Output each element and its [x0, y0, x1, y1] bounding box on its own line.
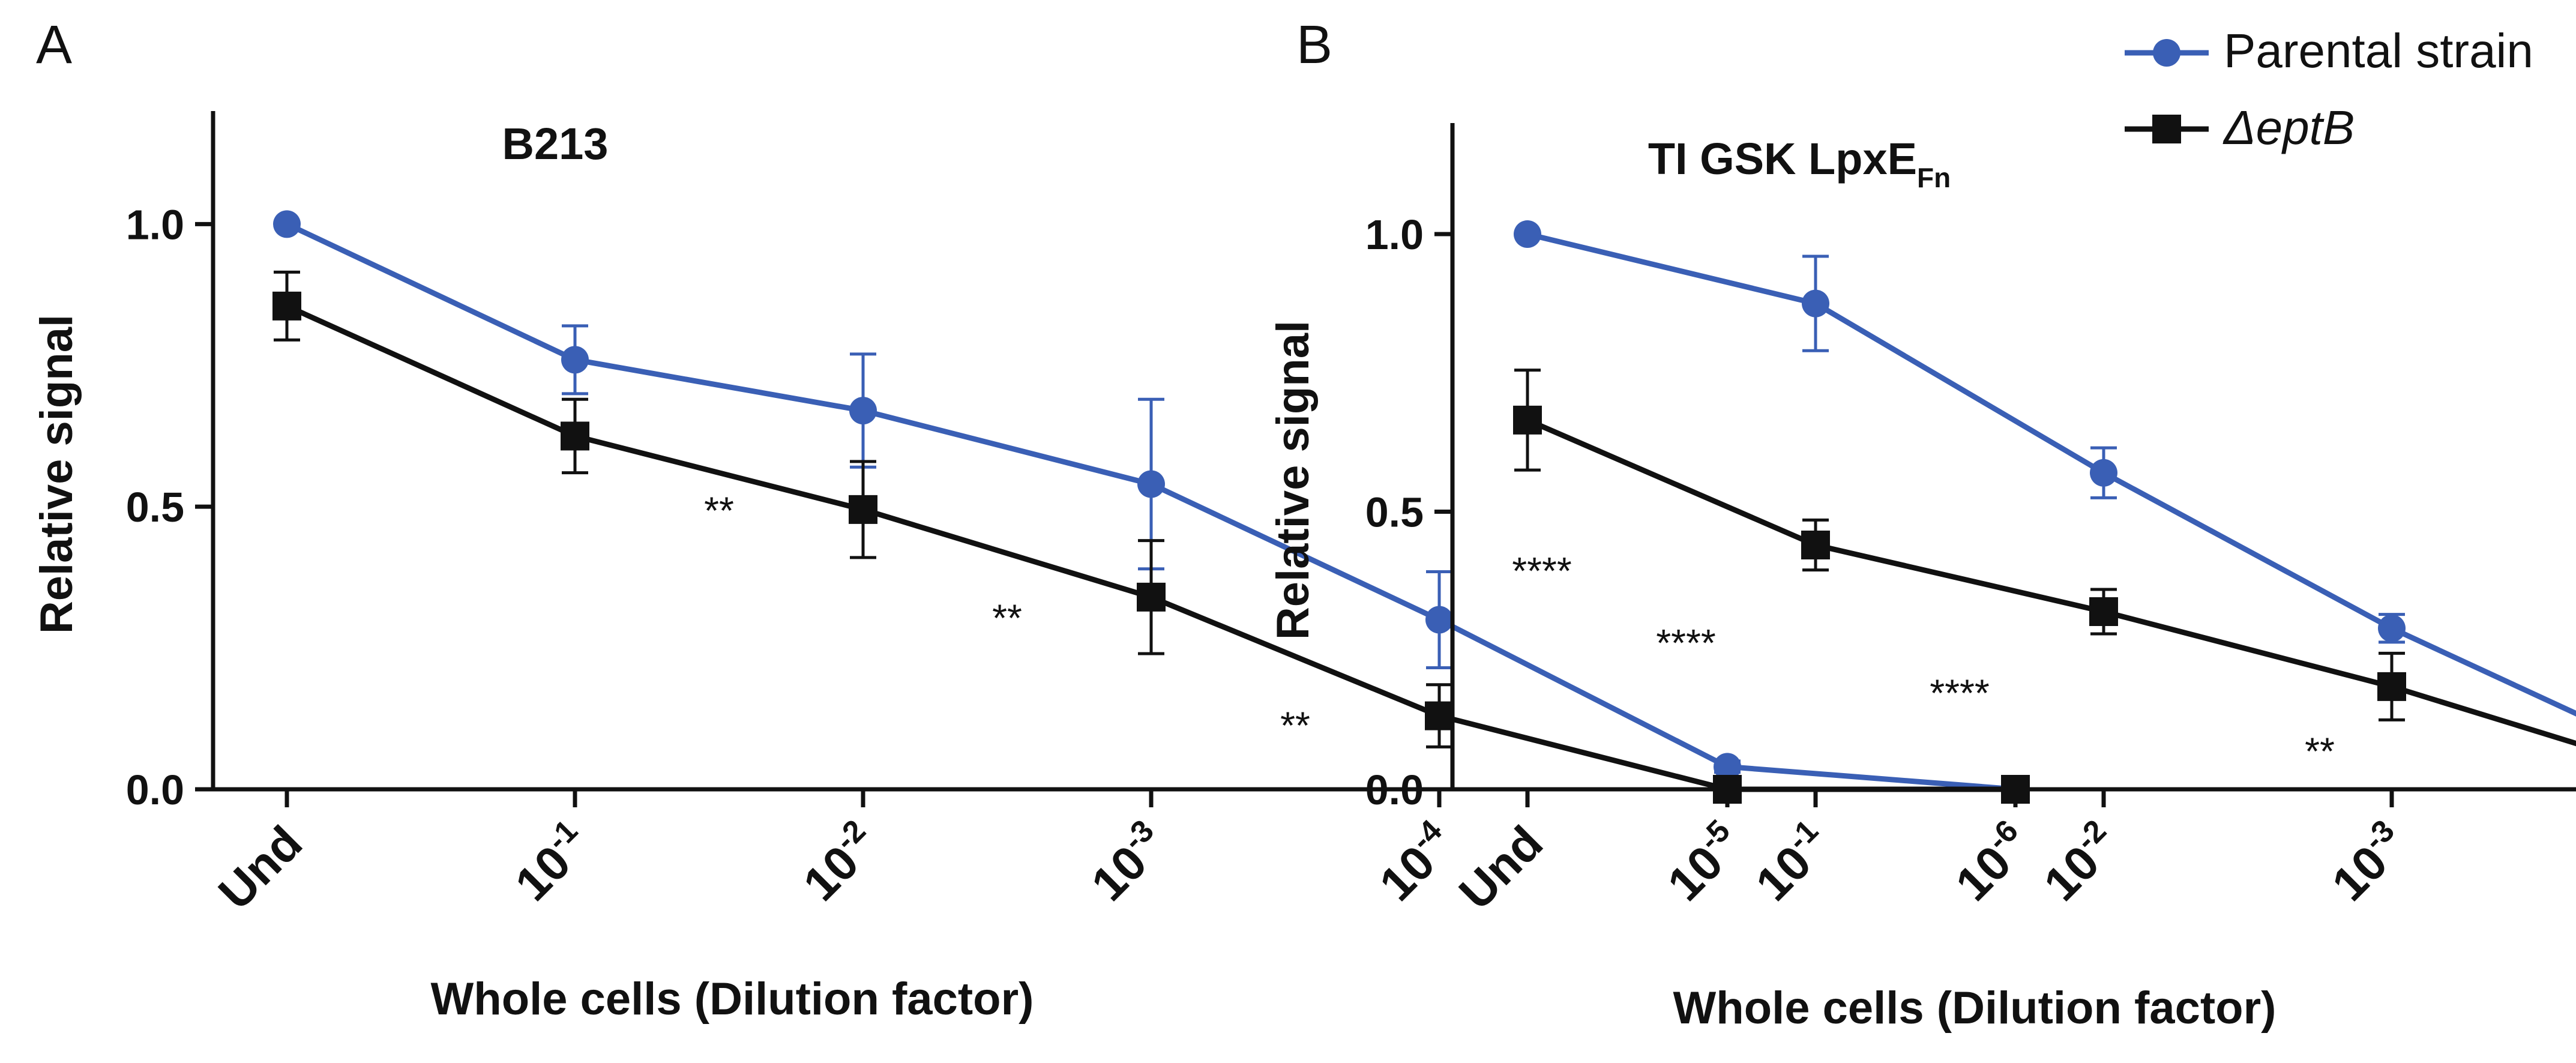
data-point [849, 397, 877, 425]
significance-label: ** [1280, 703, 1310, 747]
data-point [1802, 289, 1829, 318]
data-point [2089, 597, 2118, 626]
significance-label: ** [2305, 729, 2335, 772]
legend: Parental strain ΔeptB [2125, 24, 2533, 154]
data-point [561, 346, 589, 374]
y-tick-label: 0.5 [1365, 489, 1424, 536]
data-point [561, 421, 589, 451]
data-point [1137, 582, 1166, 612]
data-point [272, 291, 301, 321]
data-point [1801, 531, 1830, 559]
y-tick-label: 0.5 [126, 484, 184, 531]
x-axis-label: Whole cells (Dilution factor) [431, 974, 1034, 1025]
chart-title: TI GSK LpxEFn [1648, 134, 1951, 193]
legend-parental-label: Parental strain [2224, 24, 2533, 77]
data-point [1513, 405, 1542, 435]
y-axis-label: Relative signal [31, 315, 82, 634]
y-tick-label: 1.0 [126, 201, 184, 248]
data-point [2378, 614, 2406, 642]
y-tick-label: 0.0 [1365, 766, 1424, 813]
data-point [849, 495, 877, 524]
legend-parental-marker [2153, 39, 2180, 67]
significance-label: ** [704, 489, 734, 532]
chart-title: B213 [502, 119, 609, 169]
data-point [2377, 672, 2406, 701]
y-axis-label: Relative signal [1268, 321, 1319, 640]
significance-label: **** [1512, 549, 1572, 592]
legend-mutant-label: ΔeptB [2222, 101, 2355, 154]
data-point [1137, 470, 1165, 498]
significance-label: **** [1930, 671, 1990, 714]
significance-label: ** [992, 596, 1022, 639]
panel-label-a: A [36, 15, 72, 75]
x-axis-label: Whole cells (Dilution factor) [1673, 983, 2277, 1034]
data-point [1425, 701, 1454, 730]
data-point [1514, 220, 1541, 248]
data-point [2090, 459, 2117, 487]
significance-label: **** [1656, 621, 1716, 664]
legend-mutant-marker [2152, 115, 2181, 143]
data-point [273, 210, 301, 238]
y-tick-label: 0.0 [126, 766, 184, 813]
panel-label-b: B [1296, 15, 1332, 75]
data-point [1425, 606, 1453, 634]
data-point [1714, 753, 1741, 781]
y-tick-label: 1.0 [1365, 211, 1424, 258]
